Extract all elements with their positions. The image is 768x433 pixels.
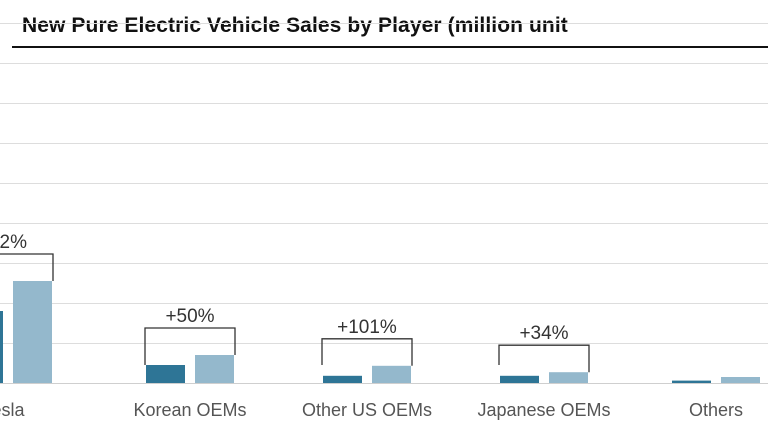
bar-other-us-oems-series-1 (323, 375, 362, 383)
category-labels: esla Korean OEMs Other US OEMs Japanese OEM… (0, 400, 743, 420)
gridlines (0, 23, 768, 384)
growth-bracket (321, 338, 413, 366)
bar-japanese-oems-series-1 (500, 375, 539, 383)
category-label: Other US OEMs (302, 400, 432, 420)
category-label: esla (0, 400, 25, 420)
growth-label: +34% (519, 323, 568, 344)
bar-korean-oems-series-1 (146, 365, 185, 383)
bar-japanese-oems-series-2 (549, 372, 588, 383)
category-label: Korean OEMs (133, 400, 246, 420)
growth-label: +50% (165, 306, 214, 327)
growth-label: +101% (337, 317, 397, 338)
growth-bracket (144, 327, 236, 365)
bar-others-series-1 (672, 380, 711, 383)
bar-other-us-oems-series-2 (372, 365, 411, 383)
growth-bracket (0, 253, 54, 281)
growth-label: 42% (0, 232, 27, 253)
bar-others-series-2 (721, 377, 760, 383)
growth-brackets: 42% +50% +101% +34% (0, 232, 590, 373)
bar-korean-oems-series-2 (195, 355, 234, 383)
chart-title: New Pure Electric Vehicle Sales by Playe… (22, 14, 568, 37)
bar-tesla-series-2 (13, 281, 52, 383)
growth-bracket (498, 344, 590, 373)
bars (0, 281, 760, 383)
bar-tesla-series-1 (0, 311, 3, 383)
category-label: Japanese OEMs (477, 400, 610, 420)
category-label: Others (689, 400, 743, 420)
